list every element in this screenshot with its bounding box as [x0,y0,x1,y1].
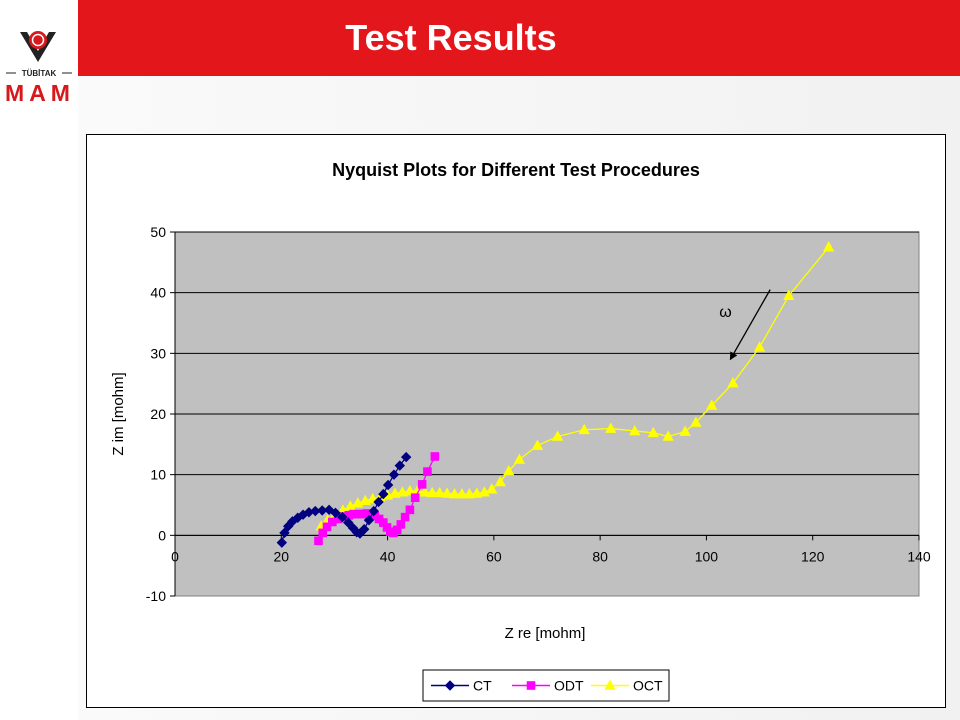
data-point-ct [394,460,406,471]
data-point-oct [441,487,453,498]
chart-frame: Nyquist Plots for Different Test Procedu… [86,134,946,708]
data-point-oct [578,423,590,435]
data-point-odt [400,512,410,522]
logo-chevron-shape [20,32,56,62]
data-point-oct [753,341,766,352]
logo-emblem-ring [31,33,45,47]
slide-title: Test Results [345,17,557,58]
nyquist-chart: Nyquist Plots for Different Test Procedu… [110,160,931,702]
data-point-oct [478,486,490,497]
data-point-oct [494,475,506,487]
data-point-oct [389,487,401,498]
slide-title-bar: Test Results [78,0,960,76]
data-point-ct [343,517,354,528]
data-point-oct [727,377,739,388]
tubitak-mam-logo: TÜBİTAK MAM [5,31,75,106]
legend-marker-oct [604,679,616,690]
data-point-odt [314,536,323,546]
data-point-oct [404,485,416,496]
annotation-arrow [729,289,771,361]
data-point-oct [531,439,544,450]
data-point-ct [330,507,341,519]
logo-subtext: MAM [5,80,75,106]
data-point-oct [823,241,835,252]
data-point-ct [368,505,379,517]
y-tick-label: 20 [150,406,166,422]
data-point-oct [783,289,795,300]
data-point-oct [690,416,702,427]
data-point-oct [396,486,409,497]
data-point-odt [322,522,332,532]
x-tick-label: 60 [486,548,502,564]
data-point-oct [426,486,438,498]
legend-marker-ct [444,680,456,691]
data-point-odt [396,520,406,529]
x-tick-label: 40 [380,548,396,564]
logo-text: TÜBİTAK [22,69,57,78]
y-tick-label: 30 [150,345,166,361]
data-point-ct [337,511,348,523]
x-tick-label: 140 [907,548,931,564]
data-point-oct [503,464,515,476]
y-tick-label: 0 [158,527,166,543]
legend: CT ODT OCT [422,669,670,702]
legend-label-oct: OCT [633,678,663,694]
legend-label-ct: CT [473,678,492,694]
data-point-oct [629,424,641,436]
logo-red-emblem [29,31,47,49]
data-point-oct [679,425,691,436]
data-point-ct [373,496,384,508]
x-tick-label: 20 [273,548,289,564]
data-point-ct [400,451,412,463]
data-point-oct [456,488,468,499]
data-point-odt [410,493,420,503]
data-point-oct [647,426,659,438]
y-tick-label: -10 [146,588,166,604]
data-point-odt [405,505,415,515]
data-point-ct [276,537,288,548]
data-point-oct [486,483,498,494]
y-tick-label: 50 [150,224,166,240]
legend-label-odt: ODT [554,678,584,694]
data-point-oct [448,488,461,499]
data-point-ct [358,524,370,535]
data-point-oct [513,453,526,464]
data-point-ct [378,488,389,500]
data-point-oct [471,487,483,498]
data-point-oct [434,486,446,498]
annotation-omega: ω [719,304,732,321]
data-point-odt [423,467,432,476]
data-point-oct [419,486,431,497]
series-ct [276,451,412,548]
data-point-oct [662,430,674,441]
data-point-oct [605,422,617,433]
data-point-oct [463,488,476,499]
data-point-oct [551,430,564,441]
data-point-odt [430,452,440,461]
data-point-ct [363,514,375,526]
x-tick-label: 120 [801,548,825,564]
x-axis-label: Z re [mohm] [505,625,586,642]
y-tick-label: 40 [150,285,166,301]
chart-title: Nyquist Plots for Different Test Procedu… [332,160,700,180]
y-axis-label: Z im [mohm] [110,372,127,455]
data-point-odt [417,480,427,489]
data-point-ct [279,527,290,539]
data-point-ct [382,479,394,491]
data-point-oct [706,399,718,410]
y-tick-label: 10 [150,467,166,483]
x-tick-label: 80 [592,548,608,564]
legend-marker-odt [526,681,536,690]
data-point-ct [388,469,400,480]
x-tick-label: 100 [695,548,719,564]
